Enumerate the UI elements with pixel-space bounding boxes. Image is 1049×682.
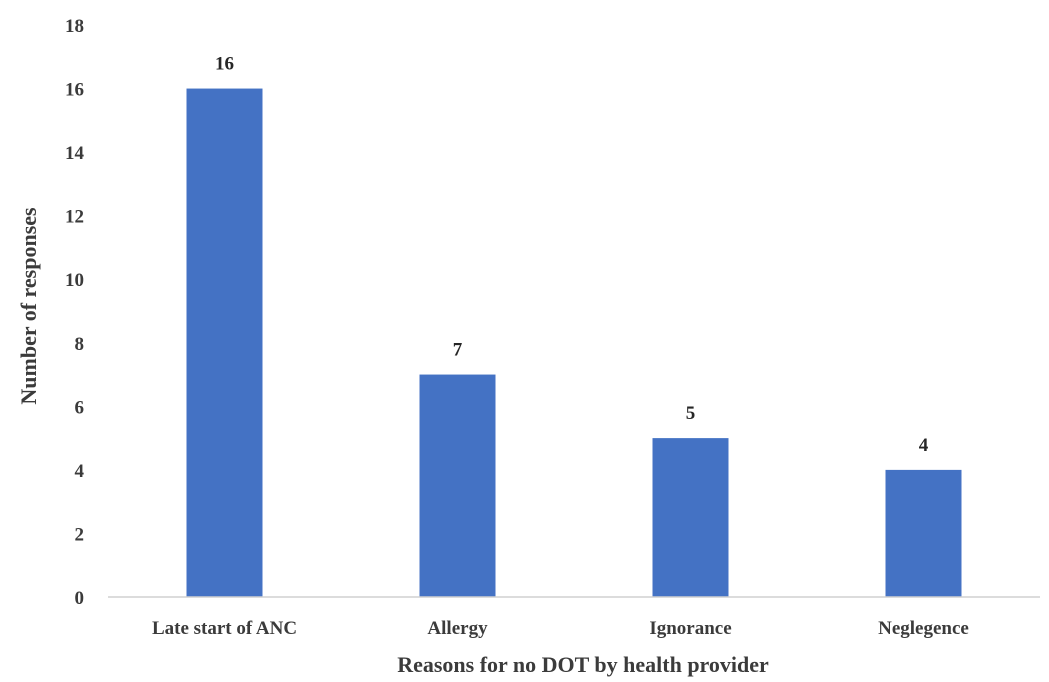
y-tick-label: 18 bbox=[65, 16, 84, 37]
bar bbox=[885, 469, 962, 597]
y-tick-label: 16 bbox=[65, 80, 84, 101]
x-axis-title: Reasons for no DOT by health provider bbox=[397, 652, 769, 677]
y-tick-label: 10 bbox=[65, 270, 84, 291]
x-category-label: Ignorance bbox=[649, 618, 731, 639]
x-category-label: Neglegence bbox=[878, 618, 969, 639]
y-tick-label: 2 bbox=[75, 524, 85, 545]
x-axis-ticks: Late start of ANC Allergy Ignorance Neglege… bbox=[152, 618, 969, 639]
bar-value-label: 5 bbox=[686, 403, 696, 424]
bar bbox=[652, 438, 729, 597]
y-tick-label: 12 bbox=[65, 207, 84, 228]
bar-value-label: 7 bbox=[453, 340, 463, 361]
data-labels: 16 7 5 4 bbox=[215, 54, 929, 456]
y-tick-label: 4 bbox=[75, 461, 85, 482]
bar-value-label: 16 bbox=[215, 54, 234, 75]
bars bbox=[186, 88, 962, 598]
bar bbox=[186, 88, 263, 598]
y-tick-label: 8 bbox=[75, 334, 85, 355]
bar-value-label: 4 bbox=[919, 435, 929, 456]
y-axis-title: Number of responses bbox=[16, 207, 41, 405]
x-category-label: Allergy bbox=[427, 618, 488, 639]
x-category-label: Late start of ANC bbox=[152, 618, 297, 639]
y-tick-label: 0 bbox=[75, 588, 85, 609]
bar bbox=[419, 374, 496, 597]
y-tick-label: 6 bbox=[75, 397, 85, 418]
y-tick-label: 14 bbox=[65, 143, 85, 164]
y-axis-ticks: 0 2 4 6 8 10 12 14 16 18 bbox=[65, 16, 85, 609]
